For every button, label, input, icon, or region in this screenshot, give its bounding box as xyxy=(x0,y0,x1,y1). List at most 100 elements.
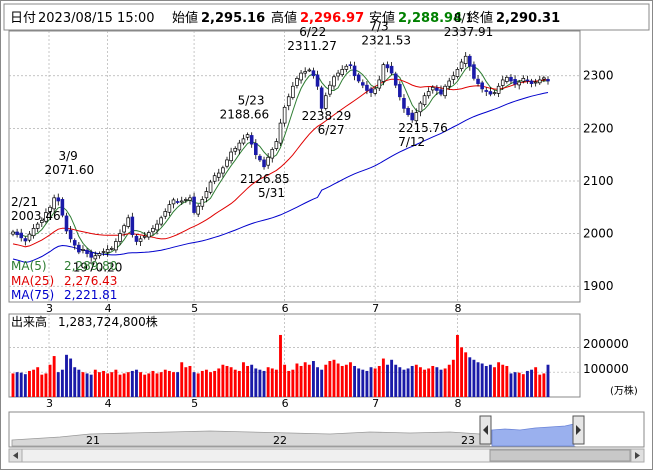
price-month-label: 4 xyxy=(105,302,112,315)
volume-month-label: 4 xyxy=(105,397,112,410)
annotation-label: 2215.76 xyxy=(398,121,448,135)
candle-down xyxy=(89,252,93,258)
price-y-axis: 1900 2000 2100 2200 2300 xyxy=(583,69,614,293)
candle-down xyxy=(134,235,139,242)
horizontal-scrollbar[interactable] xyxy=(8,448,645,463)
candle-up xyxy=(109,247,114,250)
volume-bar xyxy=(114,369,118,397)
volume-bar xyxy=(303,362,307,397)
volume-bar xyxy=(538,374,542,397)
candle-up xyxy=(196,205,200,215)
candle-up xyxy=(492,92,497,94)
annotation-label: 8/1 xyxy=(454,11,473,25)
volume-bar xyxy=(353,365,357,397)
candle-up xyxy=(151,227,155,233)
volume-bar xyxy=(52,356,56,397)
annotation-label: 2071.60 xyxy=(45,163,95,177)
candle-up xyxy=(282,106,287,124)
price-x-axis: 3 4 5 6 7 8 xyxy=(46,302,461,315)
volume-bar xyxy=(147,373,151,397)
candle-up xyxy=(216,172,221,178)
candle-up xyxy=(48,206,52,213)
candle-down xyxy=(488,91,493,95)
candle-up xyxy=(414,112,419,122)
volume-bar xyxy=(225,365,229,397)
volume-bar xyxy=(130,370,134,397)
candle-up xyxy=(233,147,238,152)
candle-up xyxy=(93,255,98,260)
header-box xyxy=(3,3,650,31)
volume-bar xyxy=(196,373,200,397)
price-tick-2000: 2000 xyxy=(583,227,614,241)
candle-down xyxy=(435,87,439,91)
navigator-right-handle[interactable] xyxy=(572,415,585,445)
candle-up xyxy=(179,200,184,203)
candle-up xyxy=(101,251,106,253)
candle-down xyxy=(72,240,77,246)
volume-bar xyxy=(447,364,451,397)
volume-month-label: 5 xyxy=(191,397,198,410)
candle-down xyxy=(315,74,320,87)
candle-up xyxy=(286,96,291,107)
ma-legend: MA(5) 2,289.80 MA(25) 2,276.43 MA(75) 2,… xyxy=(11,259,117,302)
volume-bar xyxy=(443,368,447,397)
volume-bar xyxy=(373,368,377,397)
candle-down xyxy=(352,65,357,77)
volume-bar xyxy=(406,368,410,397)
candle-up xyxy=(31,227,36,237)
open-label: 始値 xyxy=(172,10,198,26)
volume-bar xyxy=(435,367,439,397)
volume-bar xyxy=(307,364,311,397)
volume-bar xyxy=(48,364,52,397)
candle-up xyxy=(328,84,332,95)
volume-bar xyxy=(332,359,336,397)
candle-down xyxy=(385,64,390,69)
volume-unit: (万株) xyxy=(610,384,638,397)
volume-bar xyxy=(381,358,385,397)
volume-bar xyxy=(274,369,278,397)
candle-up xyxy=(204,191,209,199)
candlesticks xyxy=(11,52,550,262)
volume-bar xyxy=(23,374,27,397)
candle-down xyxy=(369,88,373,93)
candle-up xyxy=(521,78,526,82)
volume-bar xyxy=(233,369,237,397)
volume-bar xyxy=(56,372,60,397)
annotation-label: 6/22 xyxy=(299,25,326,39)
candle-up xyxy=(274,141,279,149)
low-value: 2,288.94 xyxy=(398,11,462,26)
volume-bar xyxy=(204,369,208,397)
candle-down xyxy=(393,73,398,86)
datetime-value: 2023/08/15 15:00 xyxy=(38,11,155,26)
ma5-label: MA(5) xyxy=(11,259,47,273)
volume-bar xyxy=(69,358,73,397)
volume-bar xyxy=(386,364,389,397)
volume-bar xyxy=(546,364,550,397)
candle-down xyxy=(389,65,394,74)
volume-month-label: 3 xyxy=(46,397,53,410)
volume-bar xyxy=(40,374,44,397)
volume-bar xyxy=(344,364,348,397)
volume-bar xyxy=(172,372,175,397)
candle-up xyxy=(496,85,501,94)
navigator-selection[interactable] xyxy=(491,423,575,447)
scrollbar-thumb[interactable] xyxy=(489,449,631,462)
navigator-left-handle[interactable] xyxy=(479,415,492,445)
volume-x-axis: 3 4 5 6 7 8 xyxy=(46,397,461,410)
price-month-label: 5 xyxy=(191,302,198,315)
volume-bar xyxy=(106,373,110,397)
candle-up xyxy=(291,85,295,98)
volume-bar xyxy=(349,362,352,397)
candle-up xyxy=(27,233,32,241)
candle-up xyxy=(237,142,242,151)
volume-bar xyxy=(258,369,262,397)
candle-up xyxy=(500,79,505,86)
candle-down xyxy=(258,155,262,161)
candle-up xyxy=(142,235,147,238)
annotation-label: 5/23 xyxy=(238,93,265,107)
volume-bar xyxy=(180,362,184,397)
volume-bar xyxy=(242,362,245,397)
close-value: 2,290.31 xyxy=(496,11,560,26)
candle-up xyxy=(11,231,15,235)
candle-down xyxy=(476,78,480,84)
